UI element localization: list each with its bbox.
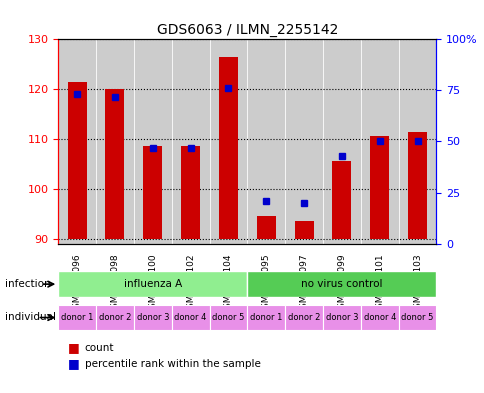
- Bar: [256, 216, 275, 239]
- Text: donor 3: donor 3: [325, 313, 358, 322]
- FancyBboxPatch shape: [285, 305, 322, 330]
- Bar: [58, 39, 96, 244]
- Bar: [67, 82, 86, 239]
- Text: no virus control: no virus control: [301, 279, 382, 289]
- Bar: [369, 136, 388, 239]
- FancyBboxPatch shape: [360, 305, 398, 330]
- Bar: [209, 39, 247, 244]
- Bar: [322, 39, 360, 244]
- FancyBboxPatch shape: [96, 305, 134, 330]
- Text: influenza A: influenza A: [123, 279, 182, 289]
- FancyBboxPatch shape: [398, 305, 436, 330]
- Text: donor 5: donor 5: [212, 313, 244, 322]
- Text: count: count: [85, 343, 114, 353]
- Text: donor 5: donor 5: [401, 313, 433, 322]
- Bar: [398, 39, 436, 244]
- Text: ■: ■: [68, 357, 79, 370]
- Bar: [360, 39, 398, 244]
- FancyBboxPatch shape: [322, 305, 360, 330]
- Text: percentile rank within the sample: percentile rank within the sample: [85, 358, 260, 369]
- FancyBboxPatch shape: [58, 305, 96, 330]
- Bar: [294, 221, 313, 239]
- Text: donor 2: donor 2: [99, 313, 131, 322]
- Bar: [96, 39, 134, 244]
- FancyBboxPatch shape: [247, 305, 285, 330]
- Bar: [332, 162, 350, 239]
- Text: donor 3: donor 3: [136, 313, 169, 322]
- FancyBboxPatch shape: [171, 305, 209, 330]
- Bar: [247, 39, 285, 244]
- Text: donor 1: donor 1: [61, 313, 93, 322]
- Bar: [218, 57, 237, 239]
- Bar: [181, 147, 199, 239]
- Text: donor 1: donor 1: [250, 313, 282, 322]
- Text: infection: infection: [5, 279, 50, 289]
- FancyBboxPatch shape: [58, 271, 247, 297]
- FancyBboxPatch shape: [209, 305, 247, 330]
- Text: ■: ■: [68, 341, 79, 354]
- Bar: [143, 147, 162, 239]
- FancyBboxPatch shape: [134, 305, 171, 330]
- Bar: [285, 39, 322, 244]
- Text: donor 2: donor 2: [287, 313, 319, 322]
- Text: donor 4: donor 4: [174, 313, 206, 322]
- Title: GDS6063 / ILMN_2255142: GDS6063 / ILMN_2255142: [156, 23, 337, 37]
- Bar: [407, 132, 426, 239]
- Bar: [171, 39, 209, 244]
- Bar: [134, 39, 171, 244]
- Text: individual: individual: [5, 312, 56, 322]
- Bar: [105, 89, 124, 239]
- FancyBboxPatch shape: [247, 271, 436, 297]
- Text: donor 4: donor 4: [363, 313, 395, 322]
